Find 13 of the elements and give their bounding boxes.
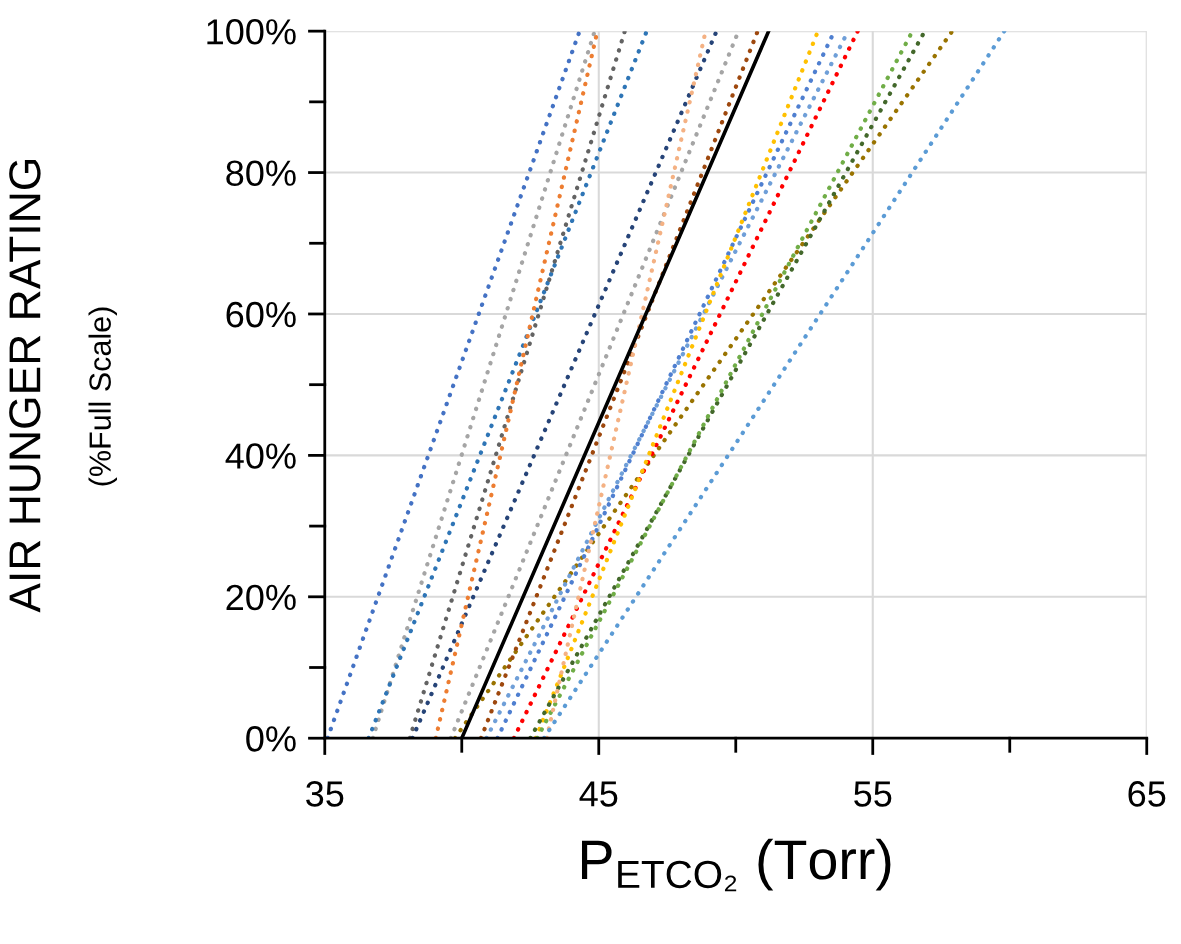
x-tick-label: 65 [1128, 781, 1166, 807]
y-tick-label: 80% [226, 160, 296, 186]
y-tick-label: 20% [226, 584, 296, 611]
x-tick-label: 45 [579, 781, 618, 807]
y-tick-label: 60% [226, 301, 296, 328]
x-tick-label: 55 [854, 781, 892, 807]
y-tick-label: 0% [246, 726, 296, 752]
y-tick-label: 40% [225, 443, 296, 469]
y-tick-label: 100% [207, 19, 296, 45]
x-tick-label: 35 [306, 781, 344, 807]
x-axis-title: P$_{ETCO₂}$ (Torr) [581, 838, 891, 892]
text: (%Full Scale) [88, 307, 117, 486]
y-axis-title: AIR HUNGER RATING [9, 160, 41, 613]
